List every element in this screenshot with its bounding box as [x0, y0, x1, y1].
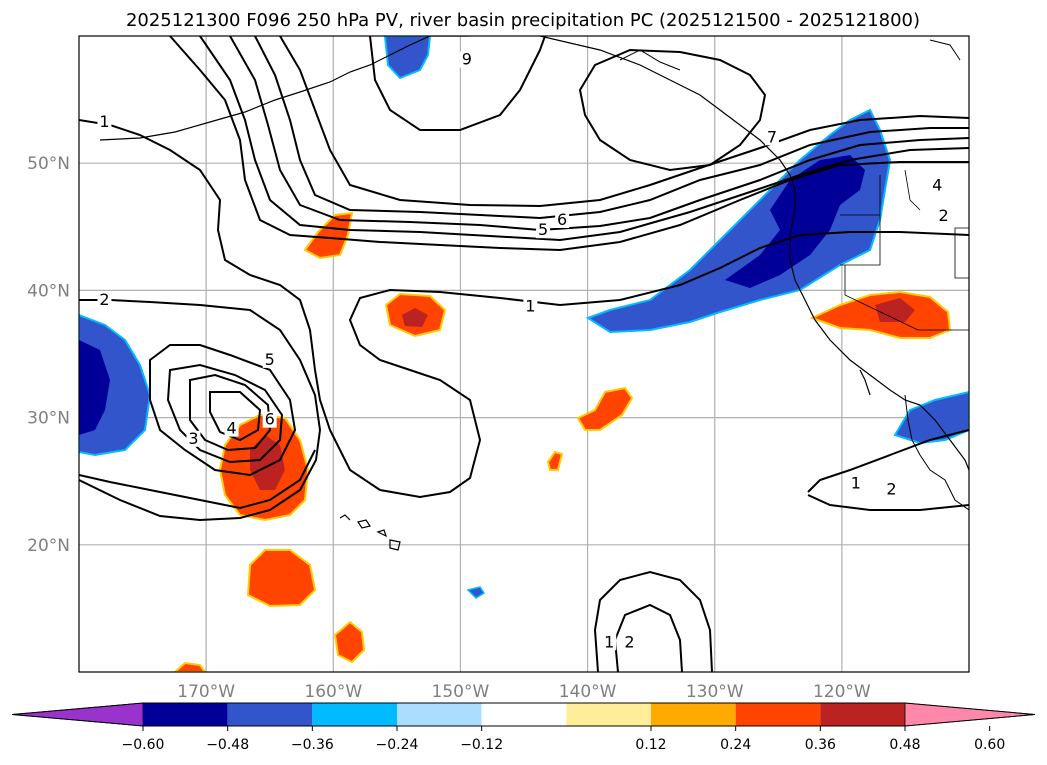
- colorbar-tick-label: 0.12: [635, 737, 666, 753]
- contour-label-bg: [536, 222, 551, 239]
- colorbar-tick-label: −0.24: [376, 737, 419, 753]
- colorbar-segment: [481, 703, 567, 726]
- lat-tick-label: 30°N: [27, 409, 70, 429]
- contour-label: 1: [851, 473, 861, 492]
- contour-label: 5: [265, 350, 275, 369]
- precip-negative-small: [466, 586, 486, 599]
- colorbar: [11, 702, 1036, 727]
- colorbar-tick-label: −0.12: [460, 737, 503, 753]
- precip-positive-small-2: [576, 386, 634, 431]
- colorbar-segment: [143, 703, 228, 726]
- contour-label-bg: [622, 634, 637, 651]
- contour-label: 2: [938, 206, 948, 225]
- contour-label-bg: [523, 298, 538, 315]
- colorbar-segment: [227, 703, 313, 726]
- colorbar-segment: [397, 703, 482, 726]
- contour-label: 5: [538, 220, 548, 239]
- colorbar-tick-label: 0.60: [974, 737, 1005, 753]
- precip-strong-positive-mid: [402, 308, 428, 327]
- contour-label-bg: [459, 51, 474, 68]
- colorbar-segment: [651, 703, 736, 726]
- lat-tick-label: 20°N: [27, 536, 70, 556]
- colorbar-extend-high: [904, 702, 1036, 727]
- lat-tick-label: 40°N: [27, 281, 70, 301]
- colorbar-tick-label: 0.48: [889, 737, 920, 753]
- lon-tick-label: 150°W: [432, 682, 490, 702]
- contour-label-bg: [930, 177, 945, 194]
- colorbar-segment: [735, 703, 821, 726]
- colorbar-tick-label: −0.48: [206, 737, 249, 753]
- precip-positive-bottom-edge: [173, 661, 207, 672]
- contour-label-bg: [97, 114, 112, 131]
- colorbar-tick-label: −0.60: [122, 737, 165, 753]
- contour-label: 3: [188, 429, 198, 448]
- precip-positive-small-3: [546, 450, 564, 471]
- precip-strong-positive-california: [875, 298, 915, 322]
- contour-label: 2: [886, 480, 896, 499]
- colorbar-tick-label: 0.24: [720, 737, 751, 753]
- contour-label: 1: [99, 112, 109, 131]
- colorbar-segment: [566, 703, 651, 726]
- lon-tick-label: 160°W: [304, 682, 362, 702]
- contour-label: 1: [604, 632, 614, 651]
- contour-label: 4: [932, 176, 942, 195]
- precip-positive-south: [246, 549, 317, 608]
- contour-label-bg: [262, 411, 277, 428]
- colorbar-extend-low: [11, 702, 144, 727]
- contour-label: 7: [767, 127, 777, 146]
- precip-strong-negative-pacific-nw: [725, 155, 865, 288]
- contour-label-bg: [764, 129, 779, 146]
- colorbar-labels: −0.60 −0.48 −0.36 −0.24 −0.12 0.12 0.24 0.36 0.4…: [122, 726, 1005, 753]
- lon-tick-label: 120°W: [813, 682, 871, 702]
- contour-label-bg: [224, 420, 239, 437]
- colorbar-segment: [820, 703, 905, 726]
- contour-label: 2: [624, 632, 634, 651]
- contour-label: 9: [462, 50, 472, 69]
- lon-tick-label: 170°W: [177, 682, 235, 702]
- colorbar-tick-label: 0.36: [805, 737, 836, 753]
- contour-label-bg: [555, 211, 570, 228]
- contour-label-bg: [262, 351, 277, 368]
- contour-label-bg: [848, 475, 863, 492]
- plot-frame: [78, 35, 970, 673]
- precip-negative-alaska: [383, 36, 432, 80]
- lon-tick-label: 140°W: [559, 682, 617, 702]
- precip-strong-positive-subtropics: [250, 435, 285, 490]
- contour-label-bg: [97, 292, 112, 309]
- contour-label: 4: [226, 419, 236, 438]
- lon-tick-label: 130°W: [686, 682, 744, 702]
- lat-tick-label: 50°N: [27, 154, 70, 174]
- precip-positive-small-1: [333, 620, 366, 664]
- contour-label: 2: [99, 290, 109, 309]
- gridlines: [79, 36, 969, 672]
- contour-label: 1: [525, 296, 535, 315]
- contour-label-bg: [884, 481, 899, 498]
- contour-label-bg: [936, 208, 951, 225]
- map-title: 2025121300 F096 250 hPa PV, river basin …: [126, 10, 920, 31]
- latitude-axis: 50°N 40°N 30°N 20°N: [27, 154, 70, 556]
- contour-label: 6: [557, 210, 567, 229]
- contour-label-bg: [602, 634, 617, 651]
- precip-positive-north: [303, 211, 354, 260]
- coastlines: [99, 36, 969, 551]
- pv-contours: [79, 36, 969, 672]
- colorbar-segment: [312, 703, 397, 726]
- longitude-axis: 170°W 160°W 150°W 140°W 130°W 120°W: [177, 682, 871, 702]
- contour-label: 6: [265, 410, 275, 429]
- colorbar-tick-label: −0.36: [291, 737, 334, 753]
- contour-label-bg: [186, 430, 201, 447]
- precip-strong-negative-west-edge: [79, 340, 110, 435]
